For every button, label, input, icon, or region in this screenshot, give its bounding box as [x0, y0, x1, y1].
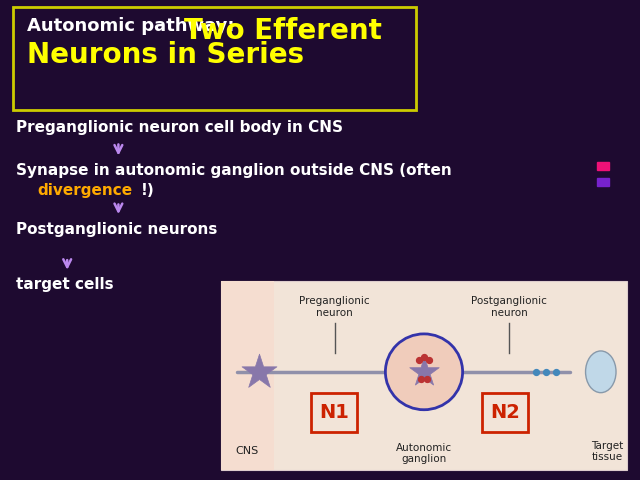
Text: Autonomic pathway:: Autonomic pathway: — [27, 17, 234, 35]
Text: Preganglionic
neuron: Preganglionic neuron — [300, 296, 370, 318]
Text: Target
tissue: Target tissue — [591, 441, 623, 462]
Bar — [597, 178, 609, 186]
Point — [419, 353, 429, 360]
Point — [422, 375, 433, 383]
FancyBboxPatch shape — [481, 393, 527, 432]
Point — [541, 368, 551, 376]
Point — [414, 357, 424, 364]
Point — [415, 375, 426, 383]
FancyBboxPatch shape — [13, 7, 416, 110]
Text: Neurons in Series: Neurons in Series — [27, 41, 304, 69]
Point — [531, 368, 541, 376]
Ellipse shape — [385, 334, 463, 410]
Point — [419, 368, 429, 376]
Point — [551, 368, 561, 376]
Text: N1: N1 — [319, 403, 349, 422]
Text: Postganglionic
neuron: Postganglionic neuron — [472, 296, 547, 318]
Text: Synapse in autonomic ganglion outside CNS (often: Synapse in autonomic ganglion outside CN… — [16, 163, 452, 178]
Bar — [221, 281, 274, 470]
Text: Preganglionic neuron cell body in CNS: Preganglionic neuron cell body in CNS — [16, 120, 343, 135]
Text: Two Efferent: Two Efferent — [184, 17, 382, 45]
Text: !): !) — [141, 183, 154, 198]
Text: Autonomic
ganglion: Autonomic ganglion — [396, 443, 452, 464]
Ellipse shape — [586, 351, 616, 393]
Text: divergence: divergence — [37, 183, 132, 198]
Text: Postganglionic neurons: Postganglionic neurons — [16, 222, 218, 237]
Bar — [597, 162, 609, 170]
Bar — [221, 281, 627, 470]
FancyBboxPatch shape — [311, 393, 357, 432]
Text: N2: N2 — [490, 403, 520, 422]
Point — [254, 368, 264, 376]
Text: CNS: CNS — [236, 446, 259, 456]
Point — [424, 357, 434, 364]
Text: target cells: target cells — [16, 277, 114, 292]
